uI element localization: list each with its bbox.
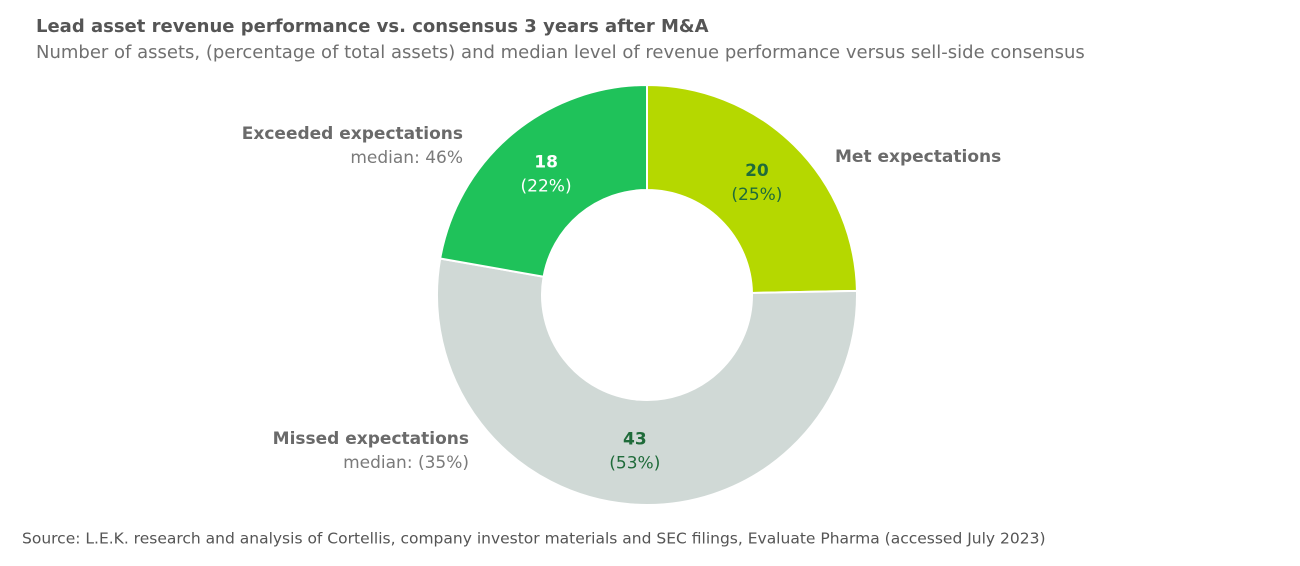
- median-label: median: 46%: [350, 148, 463, 168]
- chart-title: Lead asset revenue performance vs. conse…: [36, 16, 709, 37]
- category-label: Met expectations: [835, 147, 1001, 167]
- category-label: Exceeded expectations: [242, 124, 463, 144]
- chart-subtitle: Number of assets, (percentage of total a…: [36, 42, 1085, 63]
- share-label: (22%): [521, 177, 572, 197]
- share-label: (25%): [731, 185, 782, 205]
- value-label: 18: [534, 153, 558, 173]
- value-label: 43: [623, 430, 647, 450]
- category-label: Missed expectations: [273, 429, 469, 449]
- median-label: median: (35%): [343, 453, 469, 473]
- share-label: (53%): [609, 454, 660, 474]
- source-note: Source: L.E.K. research and analysis of …: [22, 530, 1046, 548]
- donut-slice: [439, 83, 648, 278]
- value-label: 20: [745, 161, 769, 181]
- donut-slice: [436, 257, 858, 506]
- donut-slice: [646, 83, 858, 294]
